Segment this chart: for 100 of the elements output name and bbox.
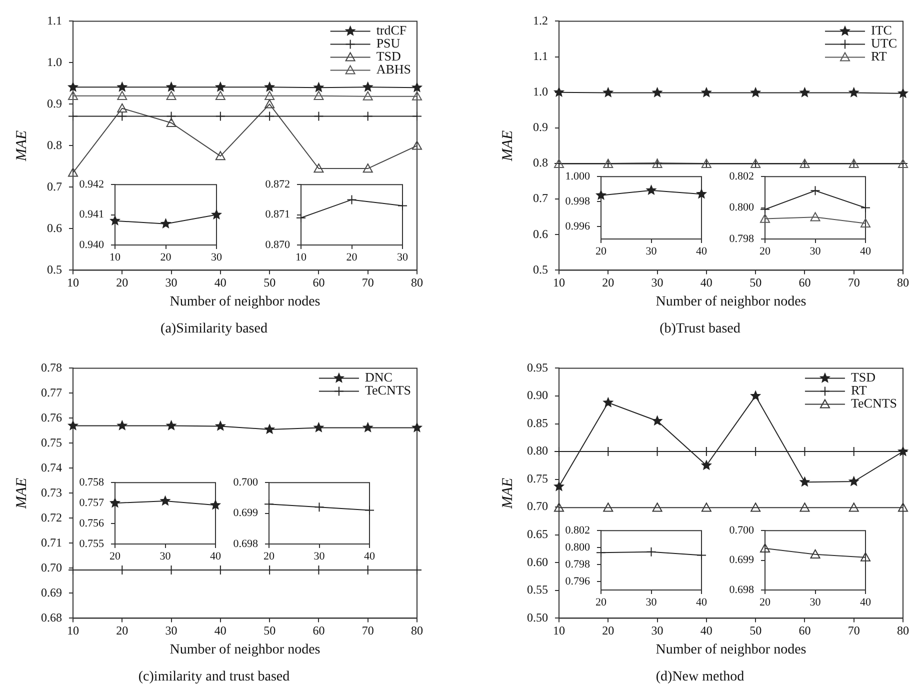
y-tick-label: 0.942 <box>79 178 104 190</box>
x-tick-label: 30 <box>810 245 822 258</box>
x-tick-label: 60 <box>312 276 325 290</box>
y-tick-label: 0.80 <box>527 444 548 458</box>
legend-label: UTC <box>871 36 897 51</box>
x-tick-label: 60 <box>312 624 325 638</box>
text: (d)New method <box>656 669 744 684</box>
y-tick-label: 0.85 <box>527 416 548 430</box>
y-tick-label: 0.69 <box>41 585 62 600</box>
y-tick-label: 0.699 <box>729 554 754 566</box>
x-axis-title: Number of neighbor nodes <box>170 642 320 658</box>
x-tick-label: 30 <box>651 276 664 290</box>
x-tick-label: 40 <box>696 596 708 608</box>
legend-label: ABHS <box>376 62 412 77</box>
x-tick-label: 10 <box>110 251 121 264</box>
y-tick-label: 0.998 <box>565 195 590 208</box>
x-tick-label: 40 <box>860 596 872 608</box>
y-tick-label: 0.796 <box>565 575 590 588</box>
y-tick-label: 0.700 <box>233 476 258 488</box>
x-tick-label: 80 <box>897 276 909 290</box>
x-tick-label: 20 <box>602 276 614 290</box>
y-tick-label: 1.1 <box>533 48 548 63</box>
y-tick-label: 0.798 <box>729 232 754 245</box>
y-tick-label: 0.6 <box>47 220 62 235</box>
y-tick-label: 0.73 <box>41 485 62 500</box>
y-tick-label: 0.996 <box>565 220 590 232</box>
y-tick-label: 0.78 <box>41 360 62 374</box>
y-tick-label: 0.70 <box>527 499 548 514</box>
y-tick-label: 0.872 <box>265 178 290 190</box>
y-tick-label: 0.8 <box>47 138 62 152</box>
y-tick-label: 0.800 <box>565 541 590 554</box>
x-tick-label: 20 <box>346 251 358 264</box>
x-tick-label: 30 <box>314 550 326 562</box>
x-tick-label: 40 <box>210 550 222 562</box>
y-tick-label: 0.95 <box>527 360 548 374</box>
x-tick-label: 30 <box>646 596 658 608</box>
y-tick-label: 0.941 <box>79 208 104 221</box>
y-tick-label: 0.870 <box>265 238 290 251</box>
x-tick-label: 40 <box>700 276 712 290</box>
x-tick-label: 70 <box>362 624 374 638</box>
y-tick-label: 0.700 <box>729 524 754 536</box>
y-tick-label: 0.5 <box>533 262 548 276</box>
y-tick-label: 1.000 <box>565 170 590 182</box>
legend-label: TSD <box>850 370 876 385</box>
y-axis-title: MAE <box>14 478 30 510</box>
y-tick-label: 0.75 <box>527 471 548 486</box>
x-axis-title: Number of neighbor nodes <box>656 642 806 658</box>
x-tick-label: 40 <box>214 624 226 638</box>
y-tick-label: 0.74 <box>41 460 62 474</box>
x-tick-label: 30 <box>810 596 822 608</box>
x-axis-title: Number of neighbor nodes <box>170 294 320 310</box>
y-tick-label: 0.757 <box>79 496 104 509</box>
x-tick-label: 20 <box>596 245 607 258</box>
text: (b)Trust based <box>660 321 740 336</box>
x-tick-label: 50 <box>264 276 276 290</box>
y-axis-title: MAE <box>500 130 516 162</box>
x-tick-label: 20 <box>160 251 172 264</box>
x-tick-label: 10 <box>553 276 565 290</box>
x-tick-label: 20 <box>760 596 771 608</box>
x-tick-label: 40 <box>364 550 376 562</box>
x-tick-label: 20 <box>116 624 128 638</box>
y-axis-title: MAE <box>14 130 30 162</box>
x-tick-label: 60 <box>798 276 811 290</box>
x-tick-label: 40 <box>860 245 872 258</box>
x-tick-label: 20 <box>110 550 121 562</box>
y-tick-label: 0.70 <box>41 560 62 574</box>
x-tick-label: 40 <box>696 245 708 258</box>
x-tick-label: 30 <box>165 624 178 638</box>
y-tick-label: 0.756 <box>79 517 104 530</box>
x-tick-label: 40 <box>214 276 226 290</box>
x-tick-label: 10 <box>67 276 79 290</box>
y-tick-label: 0.940 <box>79 238 104 251</box>
x-tick-label: 70 <box>848 276 860 290</box>
y-tick-label: 0.7 <box>533 191 548 206</box>
x-tick-label: 20 <box>116 276 128 290</box>
y-tick-label: 0.802 <box>729 170 754 182</box>
x-tick-label: 30 <box>160 550 172 562</box>
x-tick-label: 80 <box>411 276 423 290</box>
y-tick-label: 0.68 <box>41 610 62 624</box>
y-tick-label: 0.800 <box>729 202 754 214</box>
y-tick-label: 0.802 <box>565 524 590 536</box>
x-tick-label: 30 <box>165 276 178 290</box>
x-tick-label: 50 <box>264 624 276 638</box>
x-tick-label: 10 <box>67 624 79 638</box>
y-tick-label: 0.6 <box>533 226 548 241</box>
x-tick-label: 30 <box>651 624 664 638</box>
text: (c)imilarity and trust based <box>138 669 290 684</box>
x-tick-label: 60 <box>798 624 811 638</box>
legend-label: TeCNTS <box>850 396 898 411</box>
y-tick-label: 0.60 <box>527 554 548 569</box>
y-tick-label: 0.8 <box>533 156 548 170</box>
legend-label: TeCNTS <box>364 382 412 398</box>
y-tick-label: 0.699 <box>233 507 258 520</box>
y-tick-label: 0.5 <box>47 262 62 276</box>
x-tick-label: 10 <box>296 251 307 264</box>
legend-label: RT <box>850 382 867 398</box>
x-tick-label: 80 <box>411 624 423 638</box>
x-tick-label: 20 <box>602 624 614 638</box>
y-tick-label: 0.698 <box>729 584 754 596</box>
x-tick-label: 20 <box>596 596 607 608</box>
